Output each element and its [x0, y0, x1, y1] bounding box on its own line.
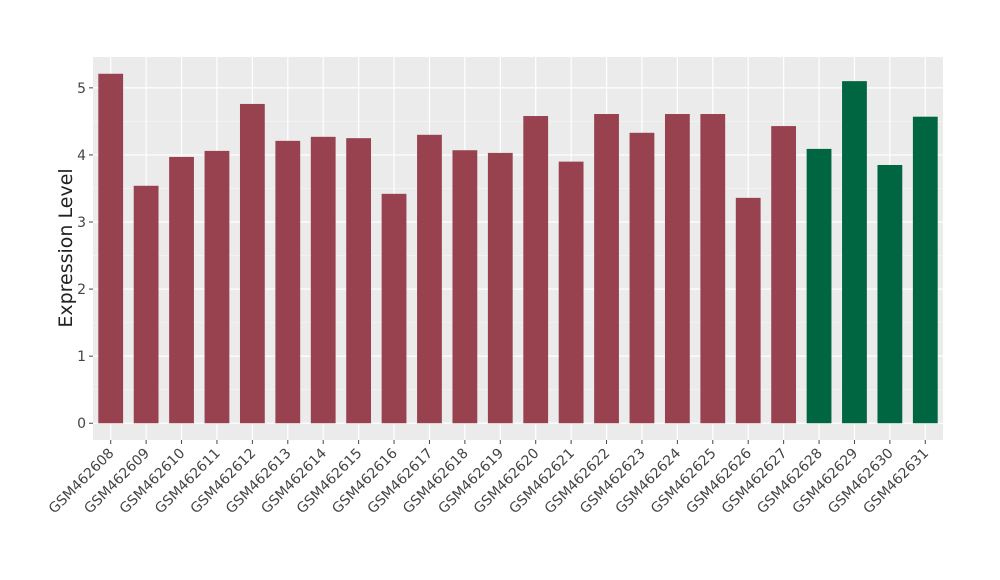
bar: [877, 164, 903, 424]
bar: [523, 116, 549, 424]
bar: [310, 136, 336, 424]
bar: [204, 150, 230, 424]
bar: [133, 185, 159, 424]
bar: [842, 81, 867, 424]
bar: [664, 114, 690, 424]
bars: [98, 73, 938, 424]
bar: [98, 73, 124, 424]
bar: [735, 197, 761, 424]
bar: [629, 132, 655, 424]
y-axis-label: Expression Level: [55, 168, 77, 327]
y-tick-label: 5: [77, 81, 86, 97]
bar: [594, 114, 619, 424]
bar: [771, 126, 797, 424]
bar: [487, 152, 513, 424]
y-tick-label: 4: [77, 148, 86, 164]
bar: [275, 140, 301, 424]
bar: [417, 134, 442, 424]
y-tick-label: 1: [77, 349, 86, 365]
bar: [452, 150, 478, 424]
bar: [169, 156, 194, 424]
plot-background: [93, 57, 943, 440]
bar: [806, 148, 832, 424]
bar: [912, 116, 938, 424]
bar: [346, 138, 372, 424]
bar: [381, 193, 407, 424]
bar: [558, 161, 584, 424]
y-tick-label: 0: [77, 416, 86, 432]
bar: [700, 114, 726, 424]
bar: [239, 103, 265, 424]
y-tick-label: 3: [77, 215, 86, 231]
y-tick-label: 2: [77, 282, 86, 298]
